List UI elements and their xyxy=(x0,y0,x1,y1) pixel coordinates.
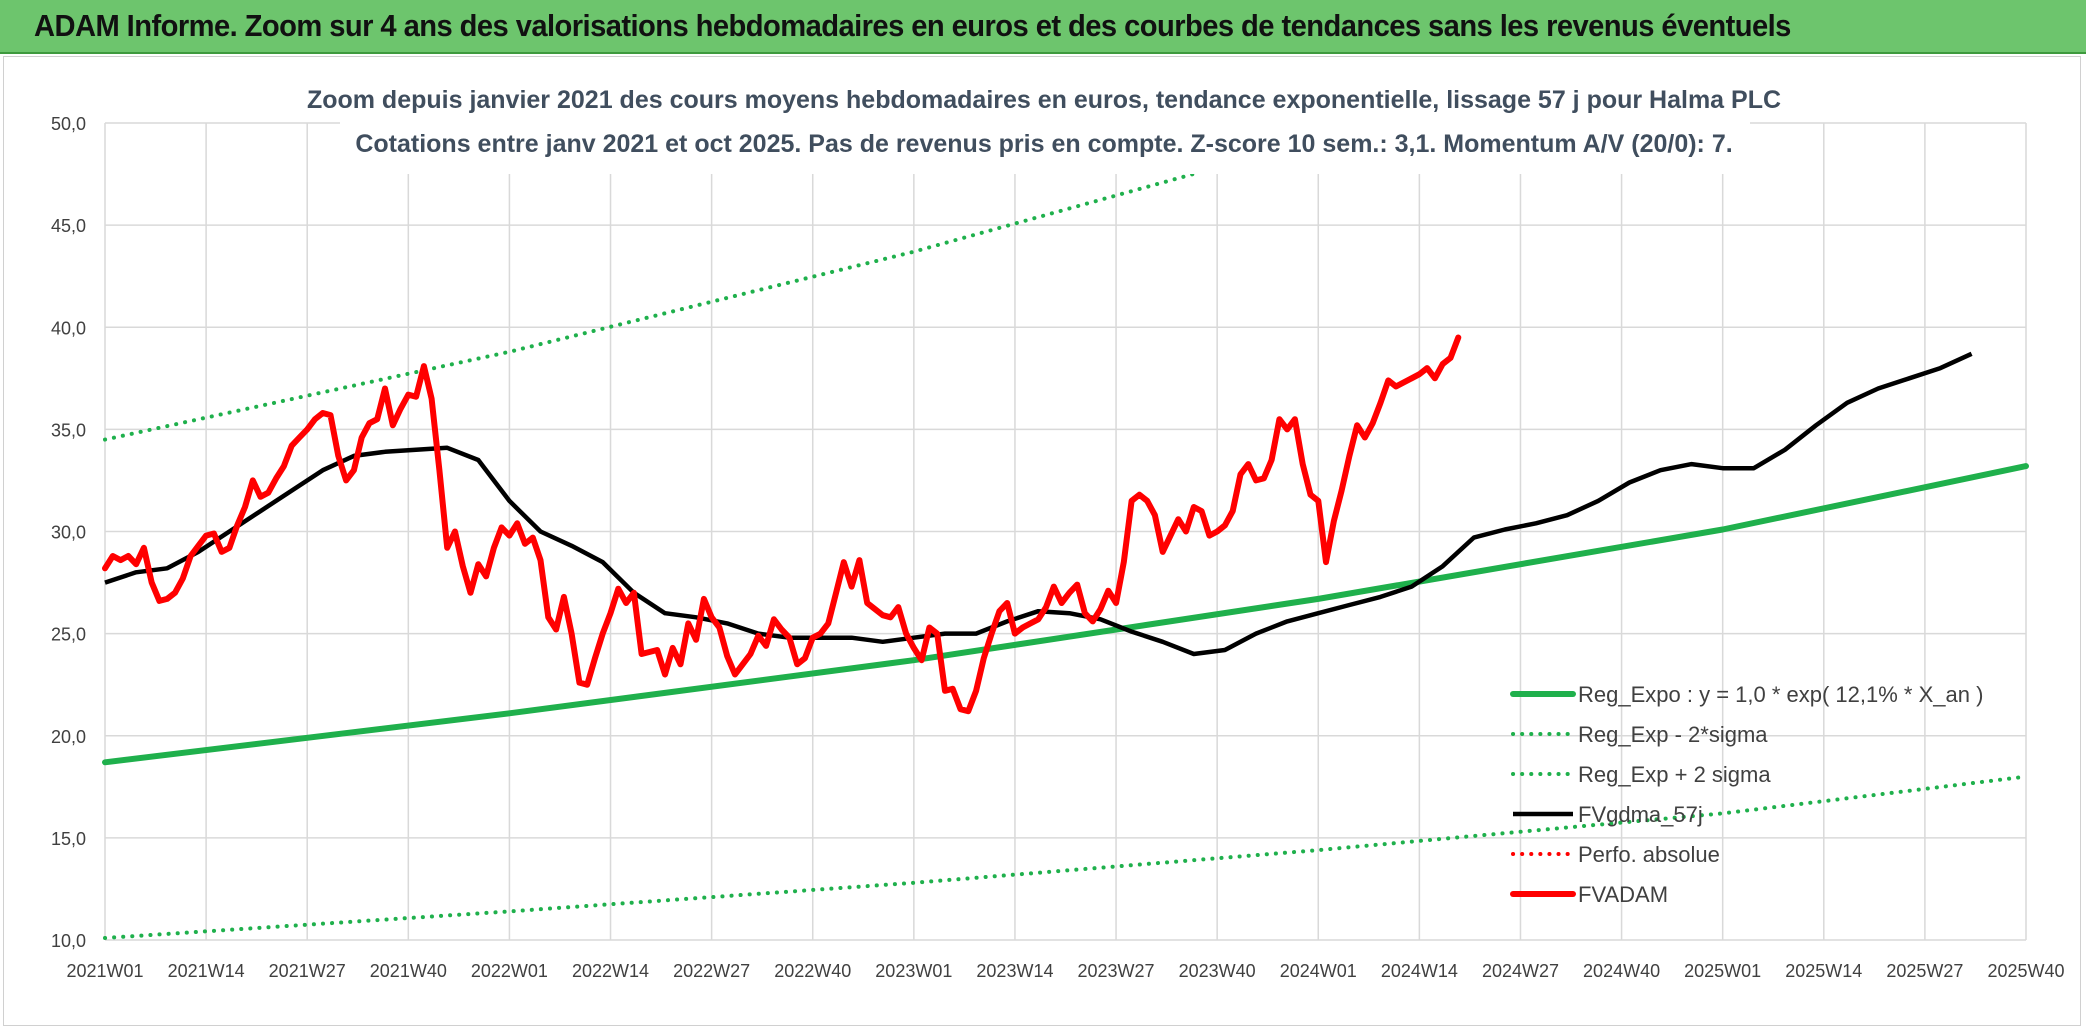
y-tick-label: 35,0 xyxy=(51,420,86,440)
chart-frame xyxy=(3,56,2081,1026)
series-line-0 xyxy=(102,463,2029,766)
y-tick-label: 25,0 xyxy=(51,625,86,645)
series-line-1 xyxy=(103,774,2028,940)
x-tick-label: 2021W01 xyxy=(66,961,143,981)
x-tick-label: 2025W27 xyxy=(1886,961,1963,981)
x-tick-label: 2021W40 xyxy=(370,961,447,981)
x-tick-label: 2021W27 xyxy=(269,961,346,981)
x-tick-label: 2023W01 xyxy=(875,961,952,981)
x-tick-label: 2023W40 xyxy=(1179,961,1256,981)
title-background xyxy=(340,84,1750,174)
x-tick-label: 2022W40 xyxy=(774,961,851,981)
chart-subtitle: Cotations entre janv 2021 et oct 2025. P… xyxy=(355,130,1732,158)
axis-layer: 10,0 15,0 20,0 25,0 30,0 35,0 40,0 45,0 50,0 2021… xyxy=(51,114,2065,981)
legend-label: Reg_Exp + 2 sigma xyxy=(1578,762,1771,787)
series-line-3 xyxy=(104,351,1973,657)
x-tick-label: 2022W14 xyxy=(572,961,649,981)
x-tick-label: 2024W40 xyxy=(1583,961,1660,981)
y-tick-label: 40,0 xyxy=(51,318,86,338)
y-tick-label: 45,0 xyxy=(51,216,86,236)
banner-title: ADAM Informe. Zoom sur 4 ans des valoris… xyxy=(34,8,1791,43)
y-tick-label: 50,0 xyxy=(51,114,86,134)
x-tick-label: 2024W27 xyxy=(1482,961,1559,981)
chart-title: Zoom depuis janvier 2021 des cours moyen… xyxy=(307,86,1781,114)
header-banner: ADAM Informe. Zoom sur 4 ans des valoris… xyxy=(0,0,2086,54)
x-tick-label: 2022W01 xyxy=(471,961,548,981)
x-tick-label: 2025W01 xyxy=(1684,961,1761,981)
x-tick-label: 2023W14 xyxy=(976,961,1053,981)
x-tick-label: 2023W27 xyxy=(1078,961,1155,981)
x-tick-label: 2025W40 xyxy=(1987,961,2064,981)
x-tick-label: 2024W01 xyxy=(1280,961,1357,981)
series-layer xyxy=(102,121,2029,940)
y-tick-label: 10,0 xyxy=(51,931,86,951)
x-tick-label: 2025W14 xyxy=(1785,961,1862,981)
y-tick-label: 15,0 xyxy=(51,829,86,849)
legend: Reg_Expo : y = 1,0 * exp( 12,1% * X_an )… xyxy=(1510,682,1983,907)
series-line-5 xyxy=(102,334,1462,715)
x-tick-label: 2024W14 xyxy=(1381,961,1458,981)
x-tick-label: 2021W14 xyxy=(168,961,245,981)
x-tick-label: 2022W27 xyxy=(673,961,750,981)
legend-label: Reg_Exp - 2*sigma xyxy=(1578,722,1768,747)
y-tick-label: 20,0 xyxy=(51,727,86,747)
legend-label: Reg_Expo : y = 1,0 * exp( 12,1% * X_an ) xyxy=(1578,682,1983,707)
y-tick-label: 30,0 xyxy=(51,523,86,543)
legend-label: Perfo. absolue xyxy=(1578,842,1720,867)
legend-label: FVgdma_57j xyxy=(1578,802,1703,827)
legend-label: FVADAM xyxy=(1578,882,1668,907)
